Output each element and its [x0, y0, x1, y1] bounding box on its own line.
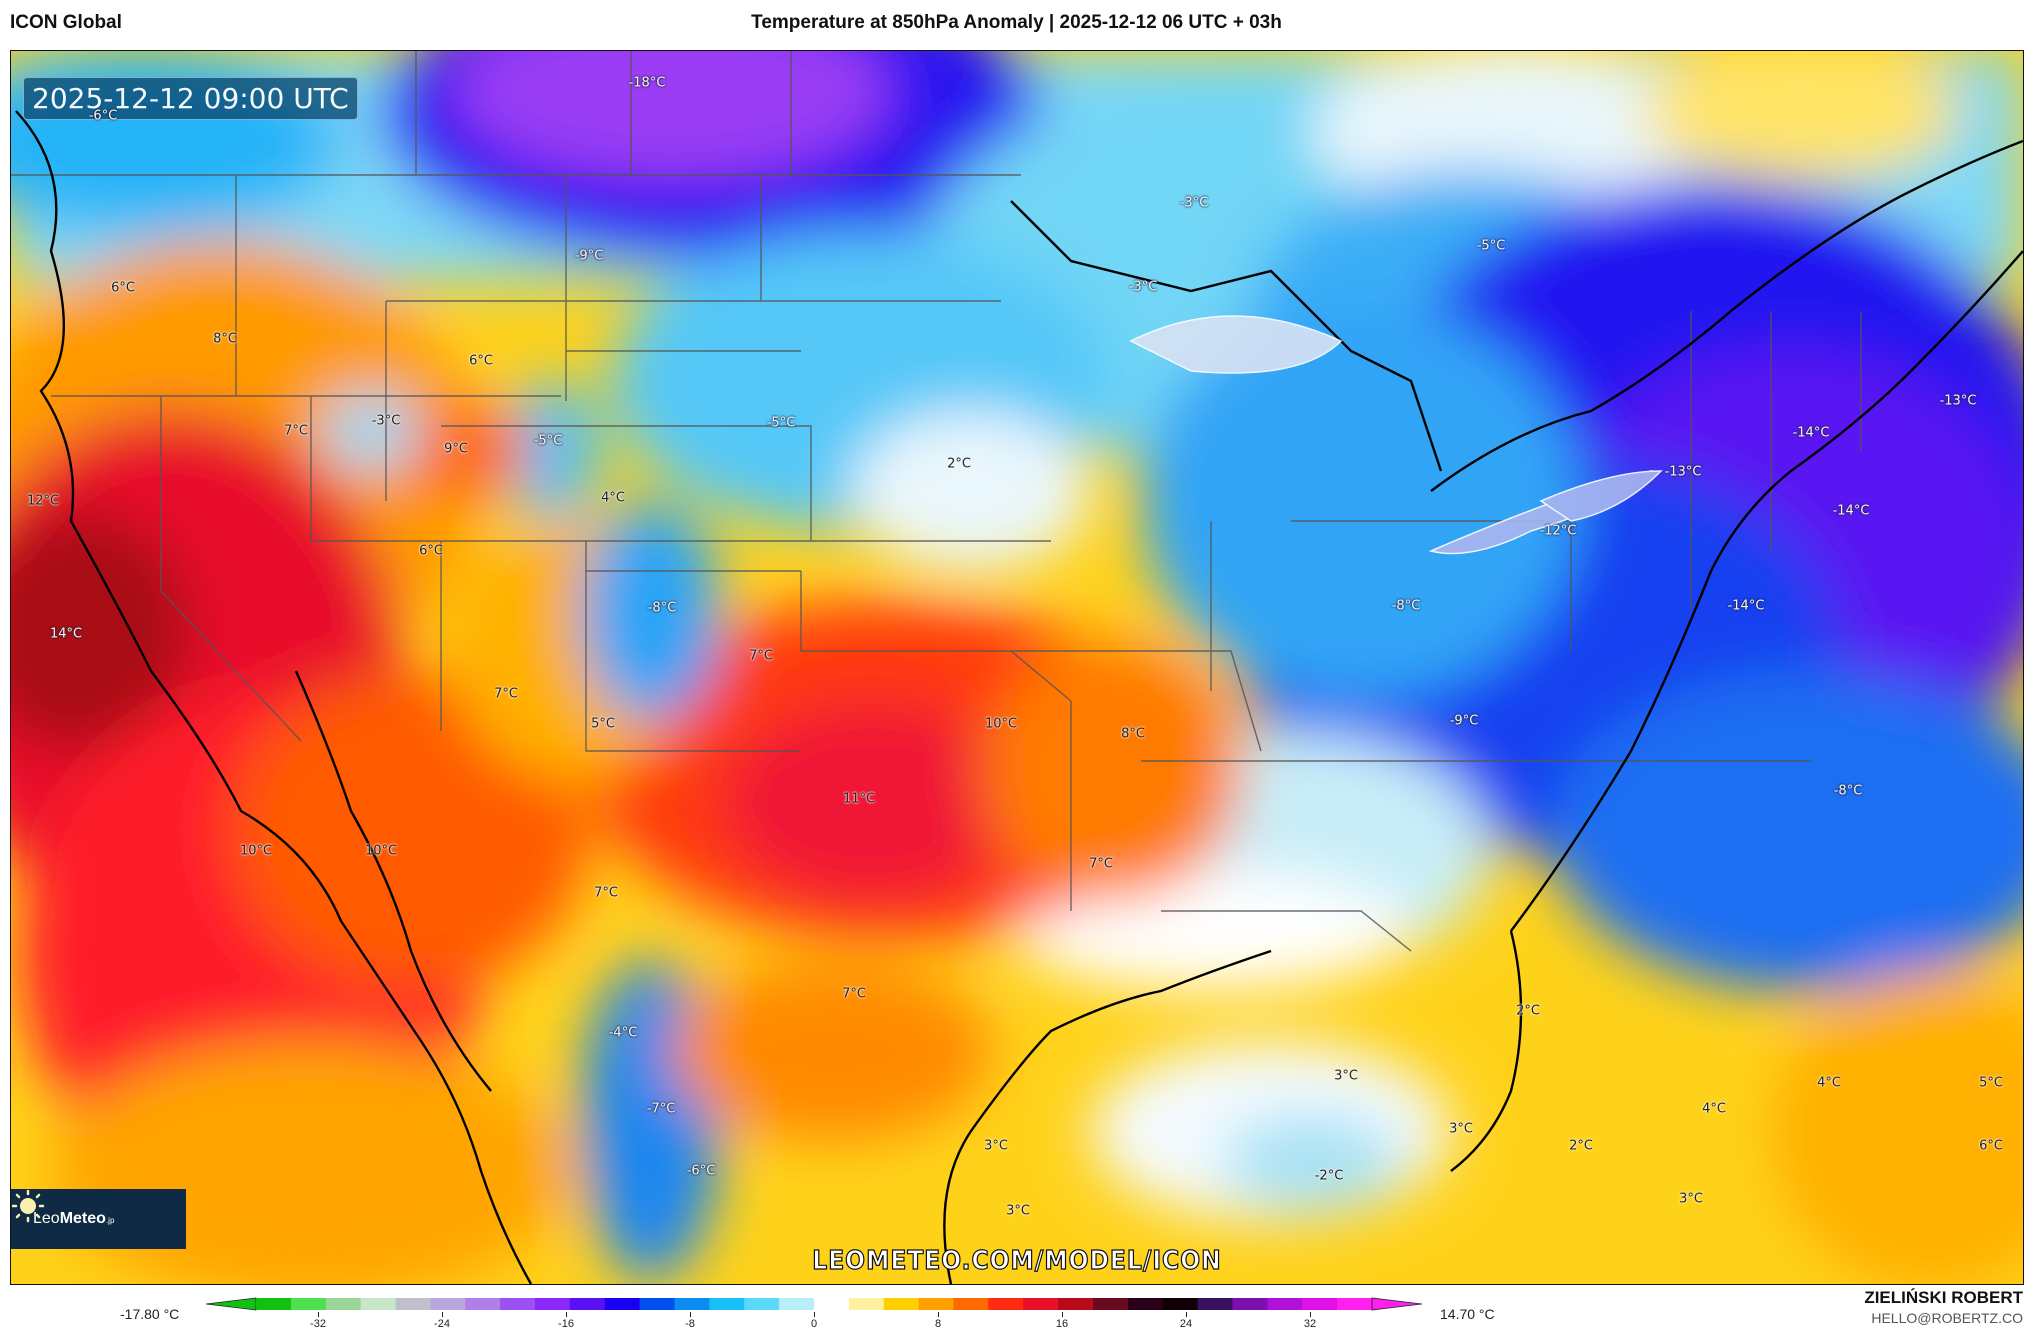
- temperature-label: -5°C: [766, 415, 796, 431]
- temperature-label: 10°C: [984, 716, 1018, 732]
- temperature-label: -2°C: [1314, 1168, 1344, 1184]
- tick-label: -32: [310, 1318, 326, 1330]
- valid-time-stamp: 2025-12-12 09:00 UTC: [23, 77, 358, 120]
- tick-mark: [1310, 1312, 1311, 1317]
- temperature-label: -14°C: [1727, 598, 1765, 614]
- source-watermark: LEOMETEO.COM/MODEL/ICON: [812, 1245, 1222, 1276]
- model-name: ICON Global: [10, 12, 122, 33]
- tick-label: -8: [685, 1318, 695, 1330]
- tick-label: -24: [434, 1318, 450, 1330]
- colorbar-min-value: -17.80 °C: [120, 1306, 180, 1322]
- temperature-label: -14°C: [1832, 503, 1870, 519]
- tick-mark: [690, 1312, 691, 1317]
- temperature-label: -5°C: [1476, 238, 1506, 254]
- logo-text: LeoMeteo.jp: [33, 1210, 115, 1227]
- tick-label: -16: [558, 1318, 574, 1330]
- temperature-label: 4°C: [601, 490, 625, 506]
- map-title: Temperature at 850hPa Anomaly | 2025-12-…: [751, 12, 1282, 33]
- tick-mark: [938, 1312, 939, 1317]
- temperature-label: -5°C: [533, 433, 563, 449]
- temperature-label: -14°C: [1792, 425, 1830, 441]
- temperature-label: 10°C: [364, 843, 398, 859]
- author-name: ZIELIŃSKI ROBERT: [1864, 1288, 2023, 1307]
- temperature-label: -3°C: [1179, 195, 1209, 211]
- temperature-label: 3°C: [1334, 1068, 1358, 1084]
- temperature-label: 11°C: [842, 791, 876, 807]
- colorbar-max-value: 14.70 °C: [1440, 1306, 1495, 1322]
- leometeo-logo[interactable]: LeoMeteo.jp: [11, 1189, 186, 1249]
- temperature-label: -7°C: [646, 1101, 676, 1117]
- temperature-label: 10°C: [239, 843, 273, 859]
- temperature-label: -3°C: [1128, 279, 1158, 295]
- temperature-label: 7°C: [284, 423, 308, 439]
- temperature-label: 7°C: [494, 686, 518, 702]
- temperature-label: 9°C: [444, 441, 468, 457]
- temperature-label: -9°C: [1449, 713, 1479, 729]
- credits: ZIELIŃSKI ROBERT HELLO@ROBERTZ.CO: [1864, 1288, 2023, 1326]
- temperature-anomaly-map[interactable]: 2025-12-12 09:00 UTC -6°C -18°C -9°C -3°C -3…: [10, 50, 2024, 1285]
- temperature-label: 3°C: [1449, 1121, 1473, 1137]
- temperature-label: -6°C: [88, 108, 118, 124]
- tick-mark: [1186, 1312, 1187, 1317]
- temperature-label: -13°C: [1664, 464, 1702, 480]
- tick-label: 32: [1303, 1318, 1317, 1330]
- temperature-label: -8°C: [1833, 783, 1863, 799]
- temperature-label: 3°C: [1679, 1191, 1703, 1207]
- temperature-label: 6°C: [111, 280, 135, 296]
- temperature-label: 7°C: [1089, 856, 1113, 872]
- tick-label: 16: [1055, 1318, 1069, 1330]
- temperature-label: 7°C: [842, 986, 866, 1002]
- temperature-label: 3°C: [1006, 1203, 1030, 1219]
- temperature-label: 8°C: [213, 331, 237, 347]
- temperature-label: 2°C: [1569, 1138, 1593, 1154]
- temperature-label: 2°C: [947, 456, 971, 472]
- temperature-label: 14°C: [49, 626, 83, 642]
- map-field: [11, 51, 2023, 1284]
- temperature-label: 7°C: [594, 885, 618, 901]
- colorbar-gradient: [205, 1297, 1423, 1311]
- temperature-label: -3°C: [371, 413, 401, 429]
- temperature-label: -12°C: [1539, 523, 1577, 539]
- temperature-label: 5°C: [591, 716, 615, 732]
- tick-label: 24: [1179, 1318, 1193, 1330]
- temperature-label: 8°C: [1121, 726, 1145, 742]
- tick-mark: [566, 1312, 567, 1317]
- temperature-label: 5°C: [1979, 1075, 2003, 1091]
- temperature-label: 6°C: [1979, 1138, 2003, 1154]
- sun-icon: [11, 1189, 45, 1223]
- temperature-label: -18°C: [628, 75, 666, 91]
- temperature-label: 4°C: [1702, 1101, 1726, 1117]
- tick-mark: [442, 1312, 443, 1317]
- temperature-label: -8°C: [647, 600, 677, 616]
- temperature-label: 7°C: [749, 648, 773, 664]
- tick-mark: [1062, 1312, 1063, 1317]
- temperature-label: 12°C: [26, 493, 60, 509]
- temperature-label: -8°C: [1391, 598, 1421, 614]
- author-email[interactable]: HELLO@ROBERTZ.CO: [1871, 1310, 2023, 1326]
- tick-label: 0: [810, 1318, 818, 1330]
- temperature-label: -9°C: [574, 248, 604, 264]
- tick-mark: [318, 1312, 319, 1317]
- temperature-label: 6°C: [469, 353, 493, 369]
- colorbar: -32 -24 -16 -8 0 8 16 24 32: [205, 1296, 1423, 1336]
- tick-mark: [814, 1312, 815, 1317]
- temperature-label: 6°C: [419, 543, 443, 559]
- temperature-label: 2°C: [1516, 1003, 1540, 1019]
- temperature-label: -4°C: [608, 1025, 638, 1041]
- temperature-label: -6°C: [686, 1163, 716, 1179]
- temperature-label: 3°C: [984, 1138, 1008, 1154]
- tick-label: 8: [934, 1318, 942, 1330]
- temperature-label: 4°C: [1817, 1075, 1841, 1091]
- temperature-label: -13°C: [1939, 393, 1977, 409]
